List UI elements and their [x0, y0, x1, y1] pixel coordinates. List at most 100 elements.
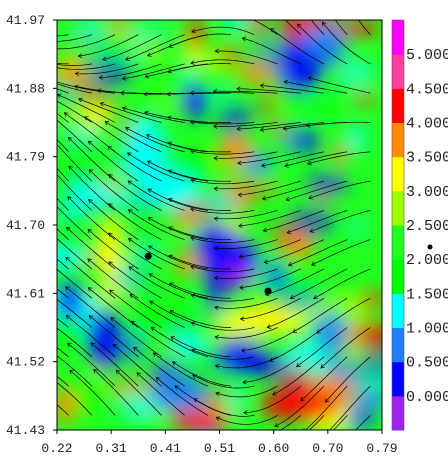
field-feature — [108, 20, 132, 32]
streamline-arrow — [110, 317, 115, 322]
streamline-arrow — [136, 372, 141, 377]
streamline — [213, 90, 278, 94]
field-blob — [296, 129, 319, 155]
streamline — [67, 196, 116, 240]
streamline — [262, 180, 325, 200]
streamline-arrow — [69, 369, 74, 375]
streamline-arrow — [87, 258, 92, 263]
streamline-arrow — [87, 228, 93, 234]
field-feature — [87, 310, 123, 370]
streamline-arrow — [16, 350, 20, 354]
streamline — [215, 50, 278, 65]
field-feature — [140, 170, 200, 210]
y-tick-label: 41.43 — [6, 423, 45, 438]
streamline-arrow — [67, 196, 72, 201]
streamline-arrow — [44, 110, 48, 114]
streamline-arrow — [308, 195, 313, 200]
streamline-arrow — [214, 364, 220, 369]
streamline — [274, 385, 325, 427]
streamline — [78, 34, 139, 57]
streamline-arrow — [108, 203, 113, 208]
streamline — [128, 209, 185, 240]
streamline — [115, 369, 162, 416]
streamline-arrow — [285, 196, 290, 202]
streamline — [272, 356, 325, 396]
field-blob — [70, 142, 120, 151]
streamline — [168, 255, 232, 270]
streamline-arrow — [241, 36, 247, 42]
streamline — [214, 180, 278, 190]
field-blob — [127, 26, 173, 38]
streamline-arrow — [112, 343, 118, 349]
streamline-arrow — [87, 140, 93, 146]
x-tick-label: 0.79 — [366, 441, 397, 456]
streamline-arrow — [121, 106, 127, 111]
field-blob — [174, 298, 197, 323]
streamline-arrow — [27, 133, 31, 137]
streamline — [190, 237, 255, 243]
streamline — [260, 85, 325, 94]
streamline-arrow — [300, 396, 305, 402]
streamline — [306, 121, 371, 127]
streamline — [125, 127, 185, 153]
streamline-arrow — [239, 316, 245, 322]
field-feature — [57, 387, 77, 423]
streamline-arrow — [147, 188, 152, 193]
streamline-arrow — [289, 294, 295, 300]
streamline-arrow — [239, 285, 244, 290]
streamline — [216, 415, 278, 425]
field-feature — [346, 411, 374, 429]
colorbar: 0.000 0.500 1.000 1.500 2.000 2.500 3.000 3.500… — [391, 19, 448, 431]
streamline-arrow — [213, 186, 218, 192]
streamline-arrow — [300, 454, 304, 458]
streamline — [88, 315, 139, 358]
field-blob — [57, 244, 87, 270]
streamline-arrow — [46, 195, 50, 199]
streamline-arrow — [241, 348, 246, 353]
x-tick-label: 0.22 — [41, 441, 72, 456]
field-blob — [174, 217, 192, 228]
streamline — [112, 343, 162, 387]
streamline — [237, 151, 301, 164]
streamline-arrow — [108, 261, 113, 266]
colorbar-label: 4.000 — [406, 116, 448, 133]
streamline — [300, 356, 348, 402]
streamline — [214, 239, 278, 249]
streamline — [107, 146, 162, 182]
streamline-arrow — [66, 226, 71, 232]
streamline-arrow — [189, 120, 195, 125]
streamline — [329, 385, 371, 430]
streamline — [88, 199, 139, 240]
streamline-arrow — [237, 192, 243, 198]
streamline — [109, 289, 162, 328]
streamline-arrow — [168, 43, 174, 48]
streamline-arrow — [147, 52, 152, 57]
colorbar-label: 2.000 — [406, 252, 448, 269]
field-feature — [123, 115, 167, 185]
colorbar-label: 2.500 — [406, 218, 448, 235]
colorbar-swatch — [392, 293, 404, 328]
streamline — [296, 327, 348, 367]
streamline — [108, 232, 162, 270]
streamline — [57, 327, 93, 358]
streamline — [191, 26, 255, 35]
field-blob — [272, 284, 318, 295]
streamline-arrow — [98, 75, 103, 80]
streamline — [190, 266, 255, 273]
streamline-arrow — [148, 245, 153, 250]
y-axis: 41.43 41.52 41.61 41.70 41.79 41.88 41.97 — [6, 13, 57, 438]
colorbar-label: 3.000 — [406, 184, 448, 201]
streamline — [333, 415, 348, 430]
y-tick-label: 41.88 — [6, 81, 45, 96]
streamline — [304, 385, 348, 430]
streamline-arrow — [96, 88, 102, 93]
streamline-arrow — [108, 173, 113, 179]
streamline — [57, 88, 69, 94]
streamline-arrow — [238, 254, 244, 259]
streamline — [57, 228, 69, 240]
field-blob — [182, 83, 207, 120]
streamline — [214, 210, 278, 220]
streamline-arrow — [259, 127, 265, 133]
field-feature — [215, 306, 305, 334]
field-feature — [286, 231, 314, 259]
